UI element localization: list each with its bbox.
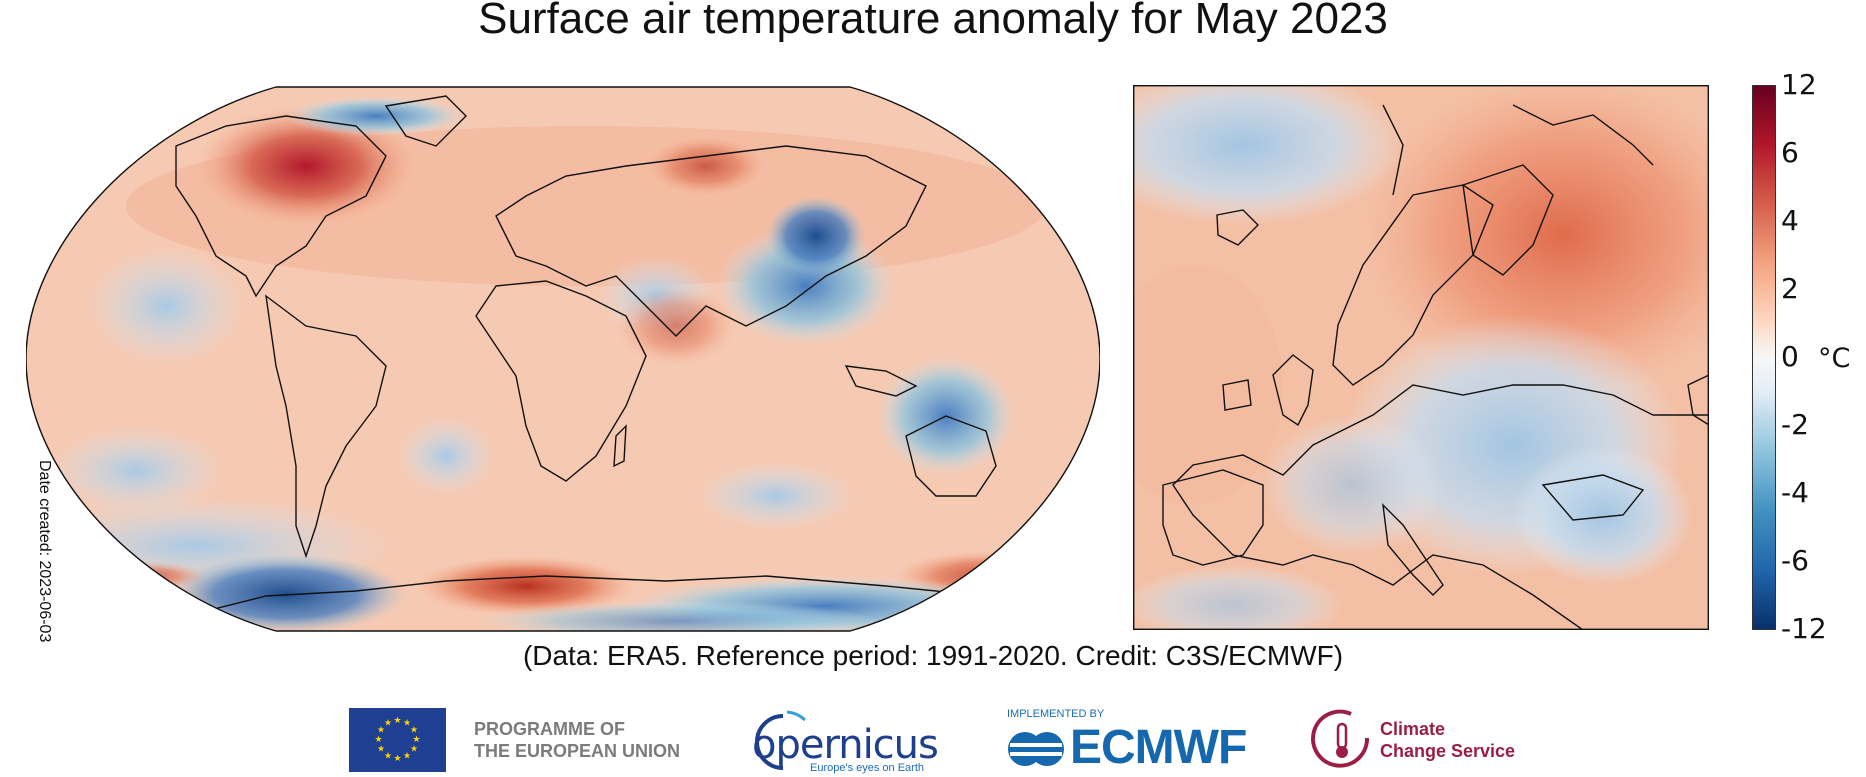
world-anomaly-map (26, 86, 1100, 632)
colorbar-tick: -4 (1781, 476, 1809, 509)
date-created: Date created: 2023-06-03 (36, 460, 53, 643)
copernicus-tagline: Europe's eyes on Earth (810, 762, 925, 774)
colorbar-tick: 4 (1781, 204, 1799, 237)
europe-anomaly-map (1133, 85, 1709, 630)
eu-line-1: PROGRAMME OF (474, 719, 625, 739)
svg-text:★: ★ (384, 719, 392, 729)
svg-text:★: ★ (412, 735, 420, 745)
colorbar-tick: 12 (1781, 68, 1817, 101)
svg-text:★: ★ (403, 752, 411, 762)
eu-flag-logo: ★ ★ ★ ★ ★ ★ ★ ★ ★ ★ ★ ★ (349, 708, 446, 772)
svg-text:★: ★ (374, 735, 382, 745)
implemented-by-label: IMPLEMENTED BY (1007, 708, 1105, 720)
copernicus-wordmark: opernicus (752, 722, 939, 768)
colorbar-unit: °C (1818, 343, 1851, 374)
eu-programme-text: PROGRAMME OF THE EUROPEAN UNION (474, 718, 680, 762)
colorbar-tick: -6 (1781, 544, 1809, 577)
map-title: Surface air temperature anomaly for May … (478, 0, 1388, 43)
svg-text:★: ★ (384, 752, 392, 762)
ccs-line-2: Change Service (1380, 741, 1516, 761)
svg-text:★: ★ (403, 719, 411, 729)
logo-row: ★ ★ ★ ★ ★ ★ ★ ★ ★ ★ ★ ★ PROGRAMME OF THE… (0, 700, 1866, 774)
svg-text:★: ★ (377, 726, 385, 736)
colorbar-tick: 0 (1781, 340, 1799, 373)
svg-text:★: ★ (377, 745, 385, 755)
ecmwf-wordmark: ECMWF (1070, 721, 1247, 774)
colorbar-tick: 2 (1781, 272, 1799, 305)
svg-text:★: ★ (410, 726, 418, 736)
ecmwf-symbol-icon (1008, 732, 1064, 766)
svg-text:★: ★ (410, 745, 418, 755)
colorbar-tick: -12 (1781, 612, 1827, 645)
colorbar-tick: 6 (1781, 136, 1799, 169)
svg-text:★: ★ (393, 754, 401, 764)
data-credit: (Data: ERA5. Reference period: 1991-2020… (522, 640, 1344, 671)
colorbar-tick: -2 (1781, 408, 1809, 441)
colorbar (1752, 85, 1776, 630)
ccs-text: Climate Change Service (1380, 718, 1515, 762)
copernicus-logo (755, 710, 807, 770)
ccs-line-1: Climate (1380, 719, 1446, 739)
eu-line-2: THE EUROPEAN UNION (474, 741, 681, 761)
climate-change-service-logo (1311, 709, 1370, 768)
svg-text:★: ★ (393, 716, 401, 726)
